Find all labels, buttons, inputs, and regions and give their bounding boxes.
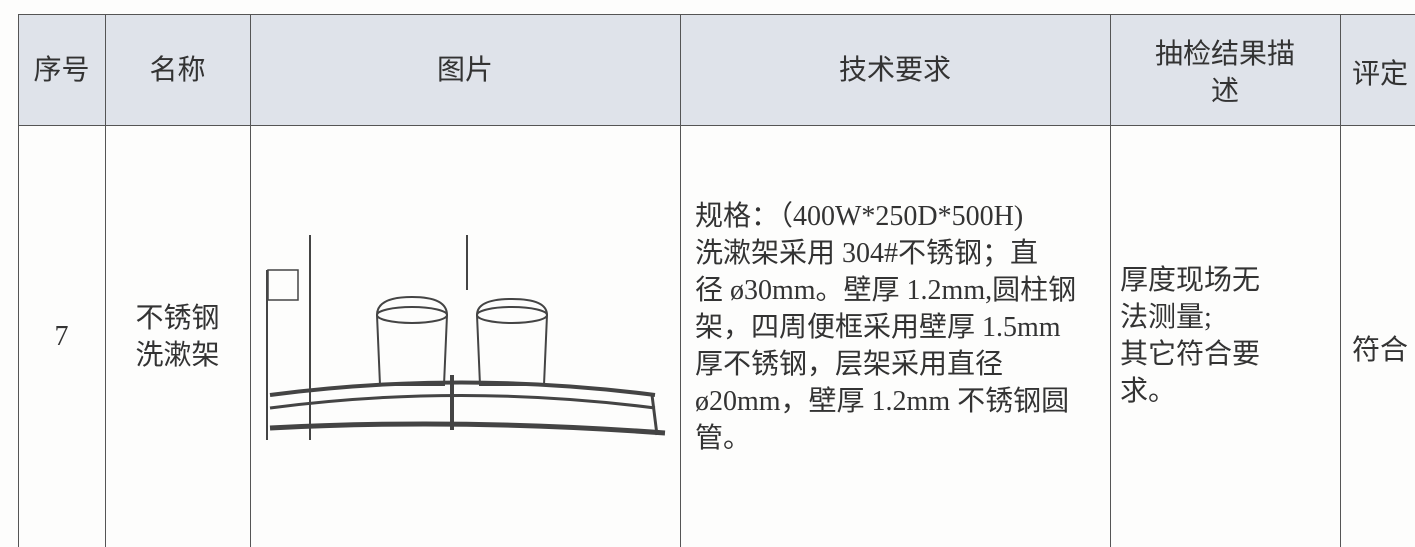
rule <box>18 125 1415 126</box>
rule <box>1340 14 1341 547</box>
cell-text: 图片 <box>436 55 493 86</box>
rule <box>250 14 251 547</box>
cell-text: 抽检结果描 <box>1154 39 1295 70</box>
cell-text: 管。 <box>695 423 752 454</box>
cell-text: 架，四周便框采用壁厚 1.5mm <box>695 312 1061 343</box>
rule <box>1110 14 1111 547</box>
rule <box>18 14 19 547</box>
cell-text: 不锈钢 <box>135 303 220 334</box>
cell-text: 序号 <box>33 55 90 86</box>
cell-text: ø20mm，壁厚 1.2mm 不锈钢圆 <box>695 386 1070 417</box>
cell-text: 法测量; <box>1120 302 1212 333</box>
cell-text: 求。 <box>1120 376 1177 407</box>
cell-text: 7 <box>54 321 69 352</box>
cell-text: 洗漱架 <box>135 340 220 371</box>
cell-text: 洗漱架采用 304#不锈钢；直 <box>695 238 1039 269</box>
cell-text: 评定 <box>1351 59 1408 90</box>
cell-text: 径 ø30mm。壁厚 1.2mm,圆柱钢 <box>695 275 1077 306</box>
cell-text: 技术要求 <box>838 55 951 86</box>
cell-text: 规格：（400W*250D*500H) <box>695 201 1024 232</box>
rule <box>18 14 1415 15</box>
cell-text: 其它符合要 <box>1120 339 1261 370</box>
cell-text: 名称 <box>149 55 206 86</box>
rule <box>105 14 106 547</box>
cell-text: 厚不锈钢，层架采用直径 <box>695 349 1004 380</box>
rule <box>680 14 681 547</box>
product-photo <box>266 235 666 440</box>
cell-text: 符合 <box>1351 335 1408 366</box>
cell-text: 述 <box>1210 76 1239 107</box>
cell-text: 厚度现场无 <box>1120 265 1261 296</box>
